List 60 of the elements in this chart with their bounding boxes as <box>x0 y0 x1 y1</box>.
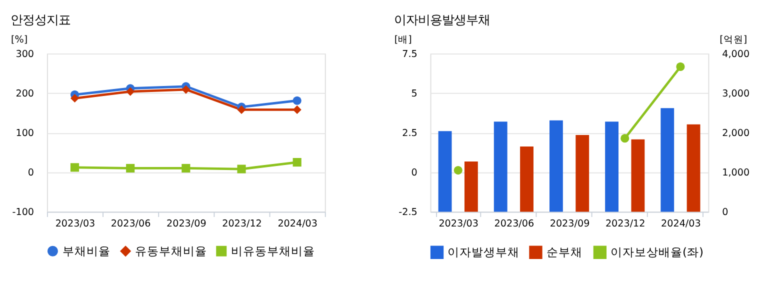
x-tick-label: 2024/03 <box>661 218 701 230</box>
point <box>182 164 190 173</box>
x-tick-label: 2023/03 <box>438 218 478 230</box>
legend-label: 순부채 <box>546 245 582 260</box>
y-tick-label: 0 <box>411 168 418 179</box>
point <box>182 85 190 94</box>
bar <box>605 122 618 212</box>
x-tick-label: 2024/03 <box>278 218 318 230</box>
y-axis-title: [%] <box>11 34 28 46</box>
bar <box>464 162 478 212</box>
x-tick-label: 2023/09 <box>550 218 590 230</box>
y2-tick-label: 2,000 <box>722 128 750 139</box>
bar <box>549 120 563 212</box>
bar <box>438 131 452 212</box>
x-tick-label: 2023/06 <box>110 218 151 230</box>
y-tick-label: 200 <box>16 88 34 100</box>
legend-label: 부채비율 <box>62 244 110 258</box>
point <box>292 105 302 114</box>
y-tick-label: 300 <box>16 48 34 60</box>
bar <box>520 146 534 212</box>
point <box>70 163 80 172</box>
y-tick-label: 100 <box>16 128 34 139</box>
bar <box>631 139 645 212</box>
legend-label: 이자보상배율(좌) <box>610 245 704 260</box>
legend-label: 이자발생부채 <box>448 245 520 260</box>
legend-label: 비유동부채비율 <box>230 244 315 258</box>
point <box>292 158 302 167</box>
x-tick-label: 2023/03 <box>55 218 96 230</box>
y-tick-label: 7.5 <box>402 48 418 60</box>
y2-tick-label: 4,000 <box>722 48 750 60</box>
y2-tick-label: 3,000 <box>722 88 750 100</box>
bar <box>494 122 508 212</box>
bar <box>660 108 674 212</box>
point <box>454 166 462 175</box>
point <box>292 96 302 105</box>
x-tick-label: 2023/12 <box>222 218 262 230</box>
y-tick-label: 5 <box>411 88 418 100</box>
bar <box>576 135 590 212</box>
point <box>126 87 135 96</box>
y-axis-title: [배] <box>394 34 412 46</box>
y2-tick-label: 0 <box>722 207 728 218</box>
y-tick-label: -2.5 <box>398 207 418 218</box>
point <box>620 134 630 143</box>
point <box>237 164 246 174</box>
legend-label: 유동부채비율 <box>135 244 208 258</box>
point <box>70 94 80 103</box>
x-tick-label: 2023/06 <box>494 218 534 230</box>
y2-axis-title: [억원] <box>720 34 748 46</box>
y-tick-label: 0 <box>28 168 34 179</box>
bar <box>686 124 700 212</box>
chart-title: 이자비용발생부채 <box>394 12 490 27</box>
y-tick-label: 2.5 <box>402 128 418 139</box>
y-tick-label: -100 <box>12 207 34 218</box>
point <box>237 105 246 114</box>
y2-tick-label: 1,000 <box>722 168 750 179</box>
point <box>676 62 685 71</box>
x-tick-label: 2023/09 <box>166 218 206 230</box>
point <box>126 164 135 173</box>
x-tick-label: 2023/12 <box>605 218 646 230</box>
chart-title: 안정성지표 <box>10 12 71 27</box>
